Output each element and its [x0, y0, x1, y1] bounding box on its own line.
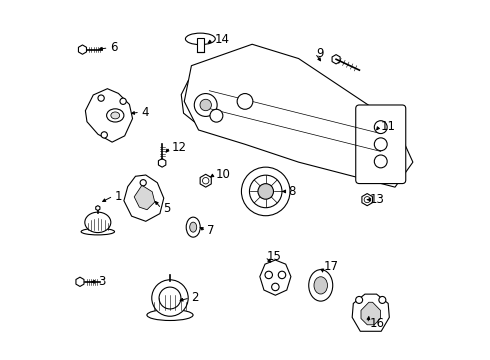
- Ellipse shape: [107, 109, 124, 122]
- Text: 5: 5: [163, 202, 170, 215]
- Circle shape: [200, 99, 211, 111]
- Ellipse shape: [85, 212, 111, 233]
- Text: 15: 15: [267, 250, 281, 263]
- Ellipse shape: [159, 287, 181, 309]
- Circle shape: [374, 121, 387, 134]
- Circle shape: [237, 94, 253, 109]
- Ellipse shape: [309, 270, 333, 301]
- Ellipse shape: [185, 33, 215, 45]
- Circle shape: [374, 138, 387, 151]
- Polygon shape: [361, 302, 381, 325]
- Circle shape: [249, 175, 282, 208]
- Text: 17: 17: [323, 260, 339, 273]
- Polygon shape: [124, 175, 164, 221]
- Polygon shape: [184, 44, 413, 187]
- Polygon shape: [85, 89, 133, 142]
- Text: 8: 8: [288, 185, 295, 198]
- Polygon shape: [260, 260, 291, 295]
- Circle shape: [278, 271, 286, 279]
- Circle shape: [194, 94, 217, 116]
- Circle shape: [356, 296, 363, 303]
- Bar: [197, 37, 204, 53]
- Text: 14: 14: [215, 33, 230, 46]
- Ellipse shape: [190, 222, 196, 232]
- Circle shape: [271, 283, 279, 291]
- Polygon shape: [181, 71, 221, 122]
- FancyBboxPatch shape: [356, 105, 406, 184]
- Text: 9: 9: [317, 47, 324, 60]
- Ellipse shape: [111, 112, 120, 119]
- Polygon shape: [352, 294, 390, 331]
- Circle shape: [374, 155, 387, 168]
- Text: 3: 3: [98, 275, 105, 288]
- Ellipse shape: [152, 280, 188, 316]
- Circle shape: [101, 132, 107, 138]
- Text: 16: 16: [369, 317, 384, 330]
- Circle shape: [242, 167, 290, 216]
- Circle shape: [140, 180, 147, 186]
- Ellipse shape: [314, 277, 327, 294]
- Ellipse shape: [147, 310, 193, 320]
- Circle shape: [364, 197, 370, 203]
- Ellipse shape: [81, 228, 115, 235]
- Text: 1: 1: [115, 190, 122, 203]
- Text: 11: 11: [381, 120, 396, 133]
- Text: 6: 6: [110, 41, 118, 54]
- Circle shape: [265, 271, 272, 279]
- Text: 12: 12: [172, 141, 187, 154]
- Text: 10: 10: [216, 168, 231, 181]
- Circle shape: [210, 109, 223, 122]
- Circle shape: [379, 296, 386, 303]
- Ellipse shape: [186, 217, 200, 237]
- Text: 4: 4: [142, 105, 149, 119]
- Text: 13: 13: [369, 193, 384, 206]
- Circle shape: [120, 98, 126, 104]
- Text: 7: 7: [207, 224, 215, 237]
- Circle shape: [98, 95, 104, 101]
- Circle shape: [258, 184, 273, 199]
- Text: 2: 2: [192, 291, 199, 305]
- Circle shape: [202, 177, 209, 184]
- Polygon shape: [134, 185, 155, 210]
